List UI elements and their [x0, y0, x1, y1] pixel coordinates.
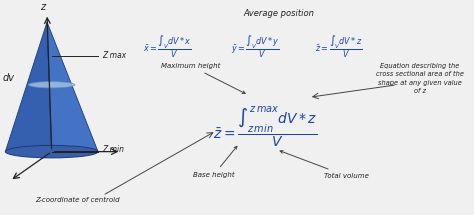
- Text: z: z: [40, 2, 45, 12]
- Text: $\bar{z} = \dfrac{\int_{z\,min}^{z\,max} dV * z}{V}$: $\bar{z} = \dfrac{\int_{z\,min}^{z\,max}…: [213, 104, 317, 149]
- Text: $\bar{y} = \dfrac{\int_V dV * y}{V}$: $\bar{y} = \dfrac{\int_V dV * y}{V}$: [231, 34, 280, 60]
- Ellipse shape: [5, 145, 98, 158]
- Text: dv: dv: [3, 73, 15, 83]
- Text: Total volume: Total volume: [280, 150, 368, 179]
- Ellipse shape: [28, 82, 75, 88]
- Text: $\bar{z} = \dfrac{\int_V dV * z}{V}$: $\bar{z} = \dfrac{\int_V dV * z}{V}$: [315, 34, 363, 60]
- Polygon shape: [5, 22, 52, 152]
- Text: Average position: Average position: [243, 9, 314, 18]
- Text: Z max: Z max: [103, 51, 127, 60]
- Text: Equation describing the
cross sectional area of the
shape at any given value
of : Equation describing the cross sectional …: [376, 63, 464, 94]
- Text: Z min: Z min: [103, 145, 125, 154]
- Text: Base height: Base height: [193, 146, 237, 178]
- Text: Z-coordinate of centroid: Z-coordinate of centroid: [35, 197, 119, 203]
- Polygon shape: [47, 22, 98, 152]
- Text: $\bar{x} = \dfrac{\int_V dV * x}{V}$: $\bar{x} = \dfrac{\int_V dV * x}{V}$: [143, 34, 192, 60]
- Text: Maximum height: Maximum height: [161, 63, 245, 94]
